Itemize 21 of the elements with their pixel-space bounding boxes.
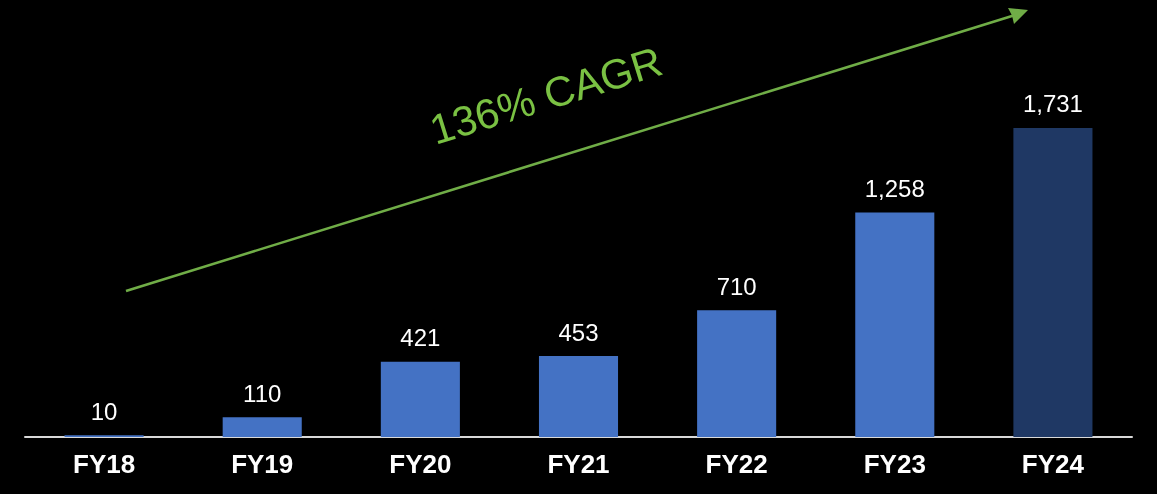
data-label: 110 — [243, 379, 282, 407]
data-label: 1,258 — [864, 174, 925, 202]
data-label: 453 — [558, 318, 599, 346]
x-tick-label: FY18 — [72, 449, 136, 479]
x-tick-label: FY23 — [863, 449, 926, 479]
bar — [855, 212, 935, 437]
data-label: 1,731 — [1022, 90, 1083, 118]
bar — [222, 417, 302, 437]
bar — [538, 356, 619, 437]
bar — [1013, 127, 1093, 437]
annotation: 136% CAGR — [424, 37, 668, 154]
x-tick-label: FY24 — [1021, 449, 1085, 479]
data-label: 710 — [716, 272, 757, 300]
bar — [697, 310, 777, 437]
x-tick-label: FY20 — [389, 449, 452, 479]
x-tick-label: FY19 — [231, 449, 294, 479]
x-tick-label: FY22 — [705, 449, 768, 479]
data-label: 10 — [90, 397, 118, 425]
bar — [380, 361, 460, 437]
x-tick-label: FY21 — [547, 449, 610, 479]
data-label: 421 — [400, 324, 441, 352]
